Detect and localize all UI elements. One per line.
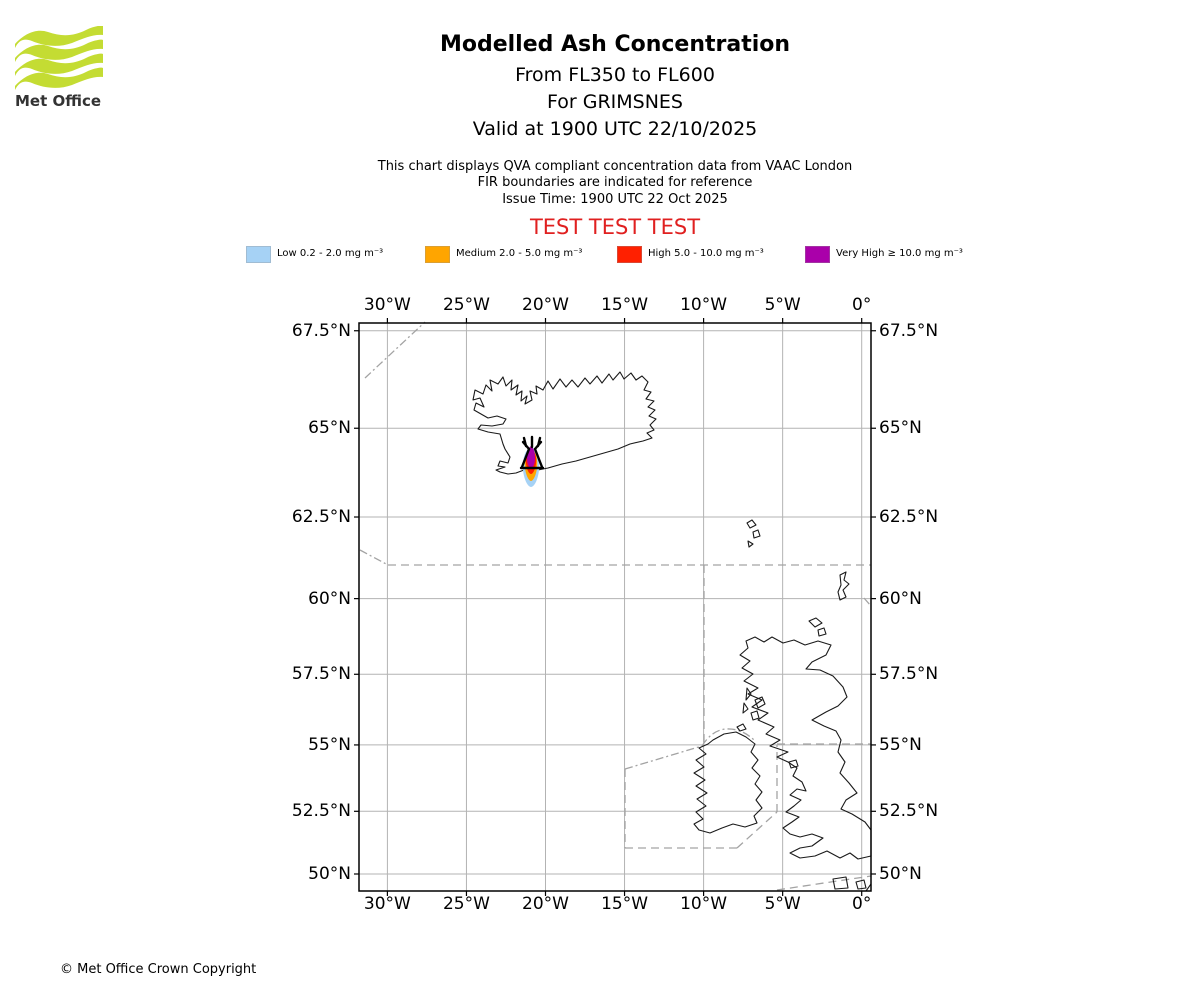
lon-tick-label: 25°W bbox=[442, 894, 490, 914]
map-frame bbox=[358, 322, 872, 892]
lon-tick-label: 25°W bbox=[442, 295, 490, 315]
legend-swatch-very-high bbox=[805, 246, 830, 263]
lon-tick-label: 20°W bbox=[522, 295, 569, 315]
coastline-ireland bbox=[693, 731, 763, 834]
lon-tick-label: 10°W bbox=[680, 894, 728, 914]
subtitle-flight-levels: From FL350 to FL600 bbox=[515, 64, 715, 86]
lat-tick-label: 65°N bbox=[879, 418, 922, 439]
test-banner: TEST TEST TEST bbox=[529, 215, 701, 239]
info-fir-note: FIR boundaries are indicated for referen… bbox=[477, 175, 753, 190]
lon-tick-label: 5°W bbox=[764, 295, 801, 315]
lat-tick-label: 60°N bbox=[308, 588, 351, 609]
lon-tick-label: 20°W bbox=[522, 894, 569, 914]
lon-tick-label: 30°W bbox=[363, 295, 411, 315]
lat-tick-label: 62.5°N bbox=[879, 507, 939, 527]
page-title: Modelled Ash Concentration bbox=[439, 32, 791, 57]
lat-tick-label: 62.5°N bbox=[291, 507, 351, 527]
lat-tick-label: 57.5°N bbox=[291, 664, 351, 685]
lon-tick-label: 15°W bbox=[601, 295, 649, 315]
subtitle-volcano: For GRIMSNES bbox=[547, 91, 683, 113]
logo-waves-icon bbox=[15, 26, 103, 90]
legend-label-very-high: Very High ≥ 10.0 mg m⁻³ bbox=[836, 248, 963, 259]
lon-tick-label: 10°W bbox=[680, 295, 728, 315]
lat-tick-label: 55°N bbox=[308, 734, 351, 755]
coastlines bbox=[472, 371, 872, 892]
lat-tick-label: 52.5°N bbox=[291, 801, 351, 822]
axis-ticks bbox=[354, 318, 876, 896]
info-qva-note: This chart displays QVA compliant concen… bbox=[377, 159, 853, 174]
legend-label-low: Low 0.2 - 2.0 mg m⁻³ bbox=[277, 248, 384, 259]
lat-tick-label: 52.5°N bbox=[879, 801, 939, 822]
lon-tick-label: 30°W bbox=[363, 894, 411, 914]
lat-tick-label: 50°N bbox=[308, 863, 351, 884]
logo-wordmark: Met Office bbox=[15, 92, 102, 110]
lon-tick-label: 15°W bbox=[601, 894, 649, 914]
legend-swatch-high bbox=[617, 246, 642, 263]
fir-boundaries bbox=[359, 321, 872, 891]
info-issue-time: Issue Time: 1900 UTC 22 Oct 2025 bbox=[502, 192, 728, 207]
lat-tick-label: 57.5°N bbox=[879, 664, 939, 685]
lat-tick-label: 55°N bbox=[879, 734, 922, 755]
legend-label-medium: Medium 2.0 - 5.0 mg m⁻³ bbox=[456, 248, 583, 259]
lon-tick-label: 5°W bbox=[764, 894, 801, 914]
volcano-marker-icon bbox=[519, 435, 545, 470]
lon-tick-label: 0° bbox=[852, 295, 872, 315]
lon-tick-label: 0° bbox=[852, 894, 872, 914]
legend-swatch-low bbox=[246, 246, 271, 263]
coastline-small-islands bbox=[736, 519, 872, 892]
copyright-text: © Met Office Crown Copyright bbox=[60, 962, 257, 977]
coastline-iceland bbox=[472, 371, 657, 475]
lat-tick-label: 65°N bbox=[308, 418, 351, 439]
legend-label-high: High 5.0 - 10.0 mg m⁻³ bbox=[648, 248, 764, 259]
lat-tick-label: 50°N bbox=[879, 863, 922, 884]
legend-swatch-medium bbox=[425, 246, 450, 263]
lat-tick-label: 67.5°N bbox=[291, 320, 351, 341]
subtitle-valid-time: Valid at 1900 UTC 22/10/2025 bbox=[472, 118, 758, 140]
lat-tick-label: 67.5°N bbox=[879, 320, 939, 341]
coastline-great-britain bbox=[739, 636, 872, 860]
lat-tick-label: 60°N bbox=[879, 588, 922, 609]
met-office-logo bbox=[15, 26, 103, 90]
